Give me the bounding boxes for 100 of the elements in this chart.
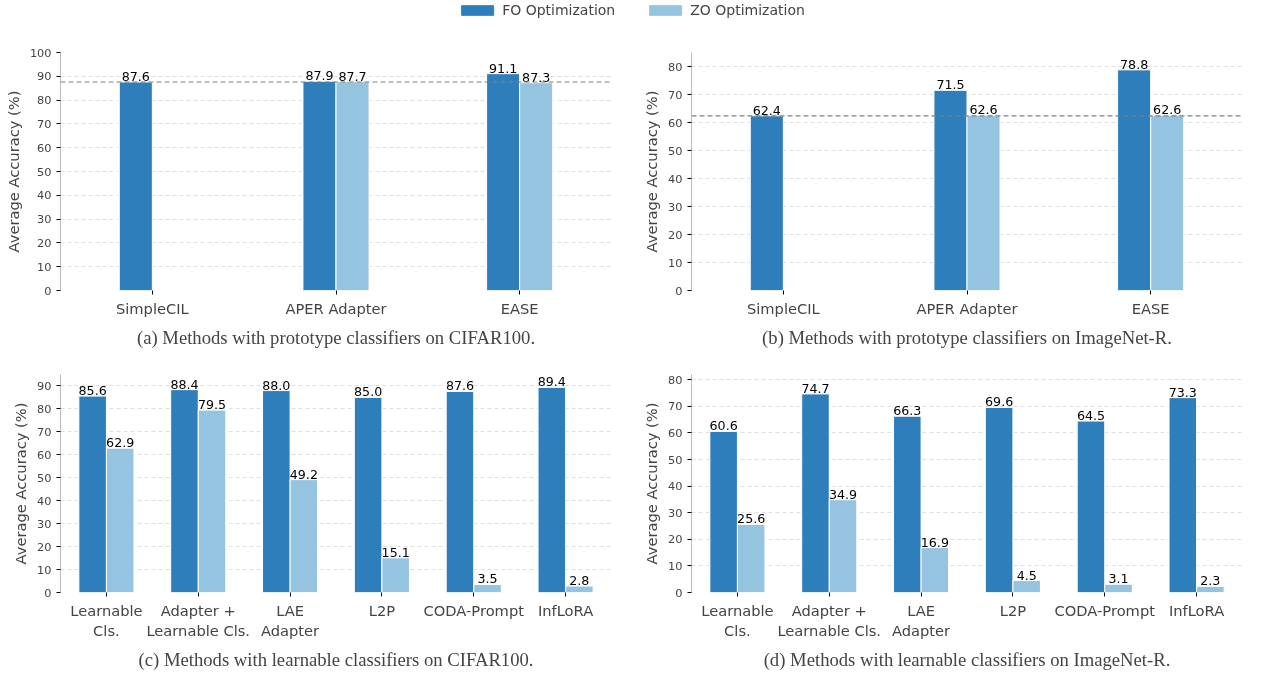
y-tick-label: 10	[37, 259, 52, 274]
y-axis-title: Average Accuracy (%)	[12, 402, 30, 565]
y-tick-label: 60	[37, 447, 52, 462]
y-tick-label: 60	[668, 115, 683, 130]
y-tick-label: 0	[675, 283, 683, 298]
data-label: 87.9	[305, 68, 334, 84]
data-label: 34.9	[828, 486, 858, 502]
y-tick-label: 80	[668, 59, 683, 74]
data-label: 91.1	[489, 60, 518, 76]
y-tick-label: 80	[37, 93, 52, 108]
y-tick-label: 80	[668, 372, 683, 387]
data-label: 71.5	[936, 77, 965, 93]
data-label: 89.4	[537, 374, 566, 390]
data-label: 87.6	[121, 69, 150, 85]
data-label: 78.8	[1120, 56, 1149, 72]
data-label: 16.9	[920, 534, 949, 550]
y-tick-label: 30	[37, 516, 52, 531]
y-tick-label: 30	[668, 505, 683, 520]
y-tick-label: 60	[668, 425, 683, 440]
x-tick-label: EASE	[500, 299, 539, 317]
data-label: 66.3	[893, 403, 922, 419]
text: (a) Methods with prototype classifiers on CIFAR100.	[136, 326, 536, 349]
data-label: 15.1	[381, 544, 410, 560]
data-label: 62.4	[752, 102, 781, 118]
y-tick-label: 40	[37, 493, 52, 508]
data-label: 3.5	[477, 571, 498, 587]
data-label: 2.3	[1200, 573, 1221, 589]
y-tick-label: 70	[668, 87, 683, 102]
data-label: 4.5	[1016, 567, 1037, 583]
y-tick-label: 50	[668, 452, 683, 467]
y-tick-label: 20	[668, 532, 683, 547]
data-label: 87.6	[445, 378, 475, 394]
x-tick-label: LAE Adapter	[892, 601, 952, 639]
x-tick-label: L2P	[999, 601, 1027, 619]
x-tick-label: InfLoRA	[1168, 601, 1225, 619]
y-tick-label: 20	[37, 235, 52, 250]
data-label: 85.6	[78, 383, 107, 399]
y-axis-title: Average Accuracy (%)	[4, 90, 22, 253]
y-tick-label: 50	[668, 143, 683, 158]
data-label: 2.8	[569, 573, 590, 589]
legend-label: ZO Optimization	[690, 2, 805, 18]
y-tick-label: 50	[37, 470, 52, 485]
x-tick-label: Learnable Cls.	[701, 601, 774, 639]
data-label: 60.6	[709, 418, 738, 434]
x-tick-label: APER Adapter	[285, 299, 388, 317]
y-tick-label: 10	[668, 255, 683, 270]
data-label: 3.1	[1108, 571, 1129, 587]
x-tick-label: Adapter + Learnable Cls.	[777, 601, 882, 639]
data-label: 62.9	[106, 435, 135, 451]
y-tick-label: 50	[37, 164, 52, 179]
y-tick-label: 90	[37, 378, 52, 393]
bar	[749, 115, 784, 291]
legend-label: FO Optimization	[502, 2, 616, 18]
x-tick-label: Learnable Cls.	[70, 601, 143, 639]
data-label: 64.5	[1076, 408, 1106, 424]
data-label: 73.3	[1168, 384, 1197, 400]
text: (b) Methods with prototype classifiers on ImageNet-R.	[762, 326, 1172, 349]
y-axis-title: Average Accuracy (%)	[643, 90, 661, 253]
y-axis-title: Average Accuracy (%)	[643, 402, 661, 565]
data-label: 87.3	[522, 69, 551, 85]
y-tick-label: 70	[668, 399, 683, 414]
y-tick-label: 70	[37, 424, 52, 439]
y-tick-label: 70	[37, 116, 52, 131]
y-tick-label: 80	[37, 401, 52, 416]
y-tick-label: 20	[668, 227, 683, 242]
y-tick-label: 20	[37, 539, 52, 554]
y-tick-label: 30	[668, 199, 683, 214]
data-label: 87.7	[338, 68, 367, 84]
y-tick-label: 40	[668, 479, 683, 494]
y-tick-label: 10	[37, 562, 52, 577]
y-tick-label: 0	[44, 585, 52, 600]
data-label: 62.6	[1153, 102, 1182, 118]
y-tick-label: 30	[37, 212, 52, 227]
data-label: 49.2	[289, 466, 318, 482]
x-tick-label: L2P	[368, 601, 396, 619]
x-tick-label: CODA-Prompt	[1054, 601, 1156, 619]
data-label: 62.6	[969, 102, 998, 118]
x-tick-label: APER Adapter	[916, 299, 1019, 317]
x-tick-label: Adapter + Learnable Cls.	[146, 601, 251, 639]
text: (c) Methods with learnable classifiers on CIFAR100.	[138, 648, 534, 671]
y-tick-label: 90	[37, 69, 52, 84]
data-label: 88.0	[262, 377, 291, 393]
x-tick-label: InfLoRA	[537, 601, 594, 619]
y-tick-label: 10	[668, 558, 683, 573]
text: (d) Methods with learnable classifiers on ImageNet-R.	[763, 648, 1171, 671]
x-tick-label: LAE Adapter	[261, 601, 321, 639]
y-tick-label: 40	[668, 171, 683, 186]
data-label: 25.6	[737, 511, 766, 527]
y-tick-label: 60	[37, 140, 52, 155]
x-tick-label: CODA-Prompt	[423, 601, 525, 619]
data-label: 85.0	[354, 384, 383, 400]
x-tick-label: EASE	[1131, 299, 1170, 317]
y-tick-label: 40	[37, 188, 52, 203]
y-tick-label: 100	[29, 45, 52, 60]
y-tick-label: 0	[44, 283, 52, 298]
data-label: 74.7	[801, 380, 830, 396]
y-tick-label: 0	[675, 585, 683, 600]
x-tick-label: SimpleCIL	[746, 299, 821, 317]
x-tick-label: SimpleCIL	[115, 299, 190, 317]
data-label: 79.5	[197, 397, 227, 413]
